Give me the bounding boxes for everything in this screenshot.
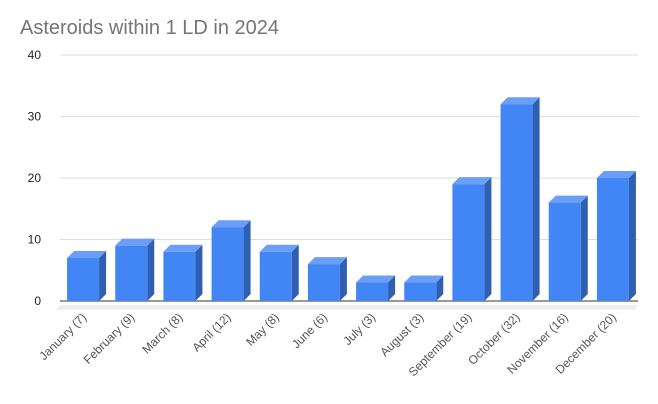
bar	[115, 238, 155, 301]
bar-front	[115, 245, 148, 301]
x-tick-label: July (3)	[340, 310, 378, 348]
y-tick-label: 30	[28, 110, 42, 124]
bar-front	[356, 282, 389, 301]
bar-front	[596, 178, 629, 301]
x-tick-label: February (9)	[81, 310, 138, 367]
bar-side	[628, 171, 636, 301]
bar-top	[307, 257, 347, 265]
bar-front	[163, 251, 196, 301]
bar-side	[195, 244, 203, 301]
bar-top	[115, 238, 155, 246]
bar-top	[259, 244, 299, 252]
chart-title: Asteroids within 1 LD in 2024	[20, 17, 280, 39]
bar-side	[388, 275, 396, 301]
bar-top	[67, 250, 107, 258]
bar	[307, 257, 347, 301]
bar	[596, 171, 636, 301]
bar-side	[339, 257, 347, 301]
bar-top	[452, 177, 492, 185]
bar-front	[500, 104, 533, 301]
bar	[452, 177, 492, 301]
bar-side	[484, 177, 492, 301]
bar-side	[147, 238, 155, 301]
bar	[259, 244, 299, 301]
bar-side	[532, 97, 540, 301]
bar-side	[99, 250, 107, 301]
bar-front	[548, 202, 581, 301]
x-tick-label: June (6)	[289, 310, 330, 351]
bar	[67, 250, 107, 301]
bar-front	[307, 264, 340, 301]
bar	[500, 97, 540, 301]
bar-top	[211, 220, 251, 228]
bar-top	[404, 275, 444, 283]
y-tick-label: 10	[28, 233, 42, 247]
bar-side	[436, 275, 444, 301]
bar-side	[243, 220, 251, 301]
floor	[56, 305, 638, 310]
bar-front	[211, 227, 244, 301]
bar-front	[259, 251, 292, 301]
bar-top	[356, 275, 396, 283]
y-tick-label: 20	[28, 171, 42, 185]
bar-side	[580, 195, 588, 301]
bar	[404, 275, 444, 301]
bar	[163, 244, 203, 301]
x-tick-label: August (3)	[377, 310, 426, 359]
bar-top	[596, 171, 636, 178]
bar-top	[500, 97, 540, 105]
bar-front	[67, 257, 100, 301]
bar	[356, 275, 396, 301]
y-tick-label: 40	[28, 48, 42, 62]
bar-top	[548, 195, 588, 203]
bar	[211, 220, 251, 301]
x-tick-label: May (8)	[243, 310, 282, 349]
bar	[548, 195, 588, 301]
bar-side	[291, 244, 299, 301]
x-tick-label: March (8)	[139, 310, 185, 356]
bar-front	[404, 282, 437, 301]
x-tick-label: April (12)	[189, 310, 233, 354]
bar-top	[163, 244, 203, 252]
bar-front	[452, 184, 485, 301]
y-tick-label: 0	[34, 294, 41, 308]
